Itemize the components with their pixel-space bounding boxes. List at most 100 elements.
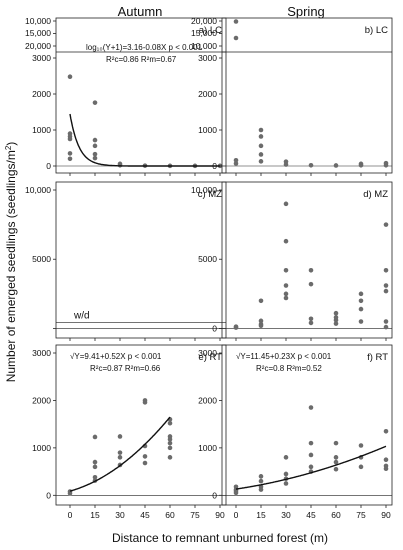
data-point bbox=[258, 143, 264, 149]
data-point bbox=[258, 478, 264, 484]
x-tick-label: 15 bbox=[256, 510, 266, 520]
y-tick-label: 20,000 bbox=[25, 41, 51, 51]
x-tick-label: 0 bbox=[234, 510, 239, 520]
data-point bbox=[258, 474, 264, 479]
y-tick-label: 3000 bbox=[198, 348, 217, 358]
data-point bbox=[92, 464, 98, 470]
y-tick-label: 2000 bbox=[198, 395, 217, 405]
data-point bbox=[283, 162, 289, 167]
y-tick-label: 0 bbox=[212, 161, 217, 171]
data-point bbox=[308, 281, 314, 287]
data-point bbox=[117, 455, 123, 460]
data-point bbox=[142, 460, 148, 466]
data-point bbox=[92, 143, 98, 149]
data-point bbox=[333, 455, 339, 460]
data-point bbox=[258, 159, 264, 164]
data-point bbox=[283, 481, 289, 486]
data-point bbox=[92, 434, 98, 440]
panel-frame bbox=[221, 181, 393, 339]
x-tick-label: 60 bbox=[331, 510, 341, 520]
data-point bbox=[167, 420, 173, 426]
data-point bbox=[383, 288, 389, 294]
fit-equation: √Y=11.45+0.23X p < 0.001 bbox=[236, 352, 332, 361]
data-point bbox=[308, 320, 314, 326]
data-point bbox=[233, 157, 239, 163]
data-point bbox=[383, 466, 389, 472]
data-point bbox=[283, 201, 289, 207]
fit-line bbox=[69, 416, 171, 492]
fit-equation: log₁₀(Y+1)=3.16-0.08X p < 0.001 bbox=[86, 43, 203, 52]
panel-label: c) MZ bbox=[198, 189, 222, 200]
y-tick-label: 0 bbox=[212, 490, 217, 500]
y-tick-label: 10,000 bbox=[191, 185, 217, 195]
x-tick-label: 30 bbox=[115, 510, 125, 520]
data-point bbox=[233, 325, 239, 330]
data-point bbox=[358, 162, 364, 168]
y-tick-label: 3000 bbox=[32, 53, 51, 63]
panel-frame bbox=[221, 344, 393, 506]
data-point bbox=[92, 459, 98, 465]
data-point bbox=[233, 490, 239, 496]
fit-equation: √Y=9.41+0.52X p < 0.001 bbox=[70, 352, 162, 361]
y-axis-label-main: Number of emerged seedlings (seedlings/m bbox=[4, 150, 18, 382]
data-point bbox=[333, 440, 339, 446]
data-point bbox=[258, 134, 264, 139]
fit-line bbox=[235, 445, 387, 490]
x-tick-label: 90 bbox=[381, 510, 391, 520]
data-point bbox=[383, 222, 389, 227]
data-point bbox=[358, 319, 364, 324]
panel-d: 0 5000 10,000 d) MZ bbox=[191, 181, 393, 341]
data-point bbox=[333, 321, 339, 326]
data-point bbox=[233, 161, 239, 166]
panel-label: d) MZ bbox=[363, 189, 388, 200]
data-point bbox=[283, 238, 289, 244]
y-tick-label: 0 bbox=[212, 323, 217, 333]
data-point bbox=[167, 455, 173, 460]
y-tick-label: 2000 bbox=[198, 89, 217, 99]
data-point bbox=[308, 316, 314, 322]
data-point bbox=[258, 127, 264, 133]
y-tick-label: 1000 bbox=[32, 125, 51, 135]
data-point bbox=[92, 100, 98, 105]
panel-e: 0 1000 2000 3000 0 15 30 45 60 75 90 e) RT √Y=9.41+0… bbox=[32, 344, 227, 520]
x-axis-label: Distance to remnant unburned forest (m) bbox=[112, 531, 328, 545]
data-point bbox=[308, 464, 314, 470]
y-tick-label: 1000 bbox=[198, 125, 217, 135]
data-point bbox=[333, 459, 339, 465]
data-point bbox=[233, 19, 239, 24]
panel-label: e) RT bbox=[198, 352, 222, 363]
data-point bbox=[258, 323, 264, 328]
fit-r2: R²c=0.86 R²m=0.67 bbox=[106, 55, 177, 64]
data-point bbox=[383, 283, 389, 288]
y-tick-label: 0 bbox=[46, 490, 51, 500]
panel-frame bbox=[221, 17, 393, 174]
data-point bbox=[167, 440, 173, 446]
data-point bbox=[333, 466, 339, 472]
y-tick-label: 2000 bbox=[32, 395, 51, 405]
data-point bbox=[308, 162, 314, 168]
data-point bbox=[142, 400, 148, 405]
data-point bbox=[383, 428, 389, 434]
y-tick-label: 1000 bbox=[198, 443, 217, 453]
data-point bbox=[283, 268, 289, 273]
y-tick-label: 10,000 bbox=[191, 41, 217, 51]
x-tick-label: 90 bbox=[215, 510, 225, 520]
panel-label: b) LC bbox=[365, 25, 388, 36]
x-tick-label: 45 bbox=[306, 510, 316, 520]
data-point bbox=[92, 137, 98, 143]
data-point bbox=[358, 306, 364, 312]
data-point bbox=[92, 155, 98, 161]
data-point bbox=[333, 310, 339, 316]
y-tick-label: 0 bbox=[46, 161, 51, 171]
y-tick-label: 20,000 bbox=[191, 16, 217, 26]
data-point bbox=[142, 454, 148, 459]
fit-line bbox=[69, 113, 220, 167]
data-point bbox=[117, 434, 123, 439]
data-point bbox=[358, 291, 364, 297]
data-point bbox=[383, 324, 389, 330]
data-point bbox=[283, 471, 289, 477]
data-point bbox=[358, 443, 364, 448]
